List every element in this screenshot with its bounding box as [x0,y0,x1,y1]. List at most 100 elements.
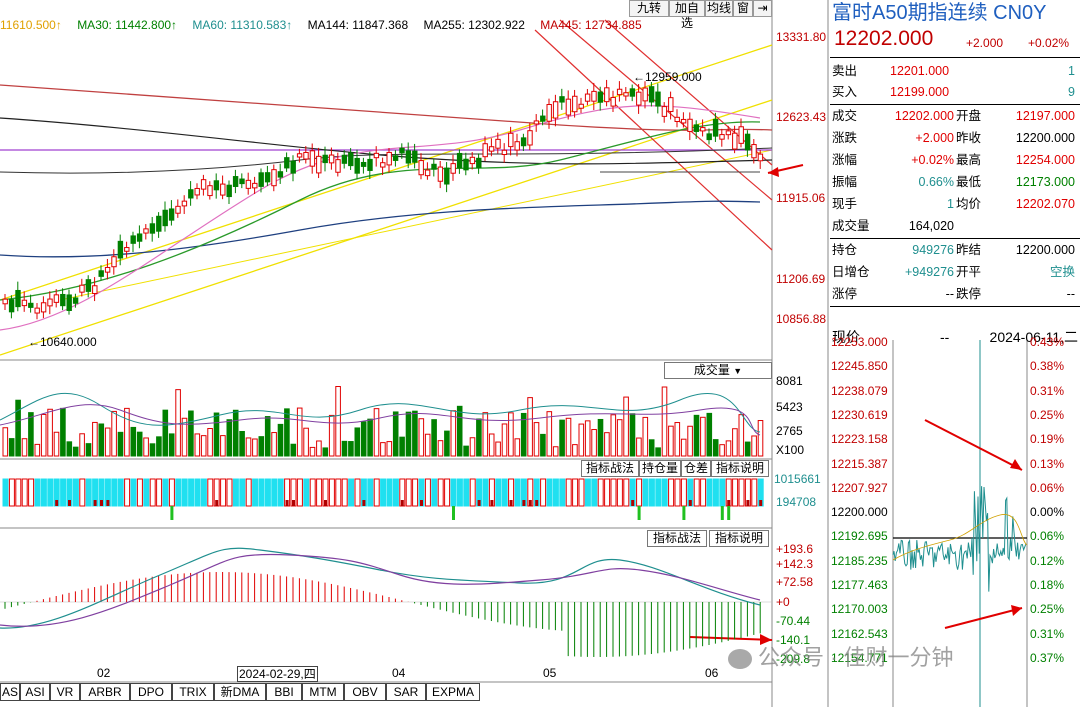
volume-bar [66,441,73,457]
intraday-pct-label: 0.00% [1030,505,1065,520]
intraday-price-label: 12207.927 [831,480,888,495]
position-diff-bar [420,500,423,506]
ask-label: 卖出 [832,64,858,78]
volume-bar [418,418,425,457]
candle [546,104,552,122]
candle [322,154,328,164]
candle [719,134,725,140]
candle [316,155,322,174]
candle [476,157,482,168]
volume-bar [629,413,636,457]
window-button[interactable]: 窗 [733,0,753,17]
volume-bar [469,437,476,457]
volume-bar [572,444,578,457]
tab-mtm[interactable]: MTM [302,683,344,701]
tab-trix[interactable]: TRIX [172,683,214,701]
volume-dropdown[interactable]: 成交量 ▼ [664,362,772,379]
volume-bar [712,439,719,457]
tab-expma[interactable]: EXPMA [426,683,480,701]
candle [124,247,130,252]
indicator-strategy-button[interactable]: 指标战法 [581,460,639,477]
candle [757,153,764,162]
position-diff-bar [477,500,481,506]
candle [706,133,712,141]
quote-row: 持仓 949276 昨结 12200.000 [832,243,1075,257]
candle [725,130,732,136]
candle [578,103,584,109]
candle [303,151,309,160]
volume-bar [213,412,220,457]
volume-bar [668,425,674,457]
quote-row: 涨幅 +0.02% 最高 12254.000 [832,153,1075,167]
volume-bar [501,423,508,457]
candle [738,126,744,144]
volume-bar [732,428,738,457]
tab-as[interactable]: AS [0,683,20,701]
intraday-pct-label: 0.37% [1030,650,1065,665]
position-bar [335,478,342,507]
candle [136,233,143,242]
intraday-pct-label: 0.43% [1030,335,1065,349]
open-interest-button[interactable]: 持仓量 [639,460,681,477]
tab-arbr[interactable]: ARBR [80,683,130,701]
volume-bar [60,407,66,457]
position-bar [642,478,649,507]
volume-bar [316,440,322,457]
candle [373,152,380,159]
position-bar [424,478,431,507]
candle [572,95,578,113]
position-bar [546,478,553,507]
volume-bar [578,423,585,457]
volume-bar [738,414,745,457]
volume-bar [623,396,629,457]
position-diff-button[interactable]: 仓差 [681,460,711,477]
position-bar [578,478,585,507]
candle [412,150,418,163]
tab-new-dma[interactable]: 新DMA [214,683,266,701]
collapse-arrow-icon[interactable]: ⇥ [753,0,772,17]
position-bar [188,478,195,507]
position-diff-bar [688,500,692,506]
candle [597,91,604,103]
quote-row: 成交量 164,020 [832,219,954,233]
add-watchlist-button[interactable]: 加自选 [669,0,705,30]
tab-bbi[interactable]: BBI [266,683,302,701]
position-bar [316,478,323,507]
nine-turn-button[interactable]: 九转 [629,0,669,17]
position-diff-bar [324,500,327,506]
candle [149,223,156,234]
tab-vr[interactable]: VR [50,683,80,701]
macd-axis-label: +72.58 [776,575,814,589]
candle [47,298,53,307]
macd-help-button[interactable]: 指标说明 [709,530,769,547]
macd-strategy-button[interactable]: 指标战法 [647,530,707,547]
tab-sar[interactable]: SAR [386,683,426,701]
position-diff-bar [637,506,641,520]
current-price-value: -- [940,329,950,345]
volume-bar [488,433,495,457]
intraday-price-label: 12245.850 [831,359,888,374]
tab-asi[interactable]: ASI [20,683,50,701]
position-diff-bar [400,500,404,506]
position-axis-label: 194708 [776,495,817,509]
intraday-price-label: 12162.543 [831,626,888,641]
volume-axis-label: 5423 [776,400,803,414]
volume-bar [559,419,565,457]
intraday-date: 2024-06-11,二 [989,329,1078,345]
volume-bar [597,418,604,457]
volume-bar [476,418,482,457]
position-bar [175,478,182,507]
bid-row: 买入 12199.000 9 [832,81,1078,103]
candle [232,176,239,187]
position-diff-bar [55,500,59,506]
position-bar [392,478,399,507]
volume-bar [98,423,105,457]
candle [194,187,200,196]
moving-average-button[interactable]: 均线 [705,0,733,17]
tab-dpo[interactable]: DPO [130,683,172,701]
position-bar [412,478,419,507]
indicator-help-button[interactable]: 指标说明 [711,460,769,477]
candle [674,116,680,122]
tab-obv[interactable]: OBV [344,683,386,701]
